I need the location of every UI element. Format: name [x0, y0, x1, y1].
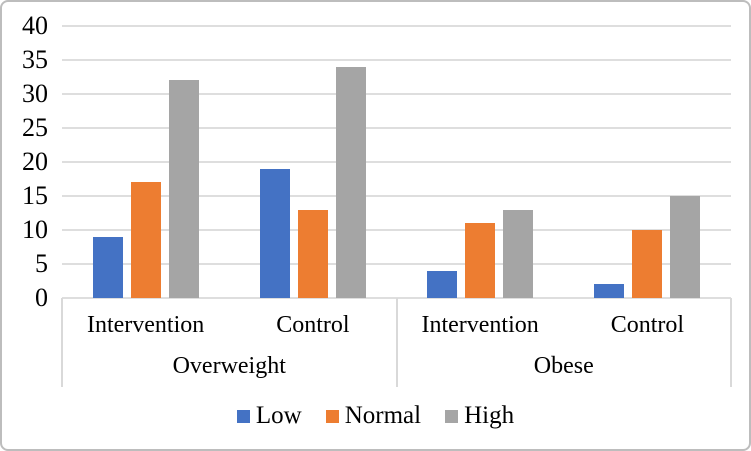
category-label: Control [610, 312, 685, 338]
legend-item-normal: Normal [325, 402, 422, 430]
gridline-35 [62, 59, 731, 61]
bar-low-slot1 [259, 168, 290, 298]
y-tick-label-5: 5 [35, 249, 48, 278]
axis-group-separator-0 [61, 298, 63, 387]
legend-swatch-low-icon [236, 409, 250, 423]
bar-low-slot2 [427, 270, 458, 298]
group-label: Overweight [172, 353, 286, 379]
bar-normal-slot2 [465, 223, 496, 298]
bar-low-slot3 [594, 284, 625, 298]
bar-normal-slot0 [130, 182, 161, 298]
bar-low-slot0 [92, 236, 123, 298]
legend-swatch-normal-icon [325, 409, 339, 423]
gridline-30 [62, 93, 731, 95]
chart-legend: Low Normal High [2, 402, 749, 430]
legend-label-low: Low [255, 402, 302, 429]
y-tick-label-20: 20 [22, 147, 48, 176]
legend-item-low: Low [236, 402, 302, 430]
gridline-40 [62, 25, 731, 27]
y-tick-label-40: 40 [22, 11, 48, 40]
category-label: Control [276, 312, 350, 338]
y-tick-label-0: 0 [35, 283, 48, 312]
legend-label-normal: Normal [344, 402, 422, 429]
bar-high-slot1 [335, 66, 366, 298]
axis-group-separator-2 [730, 298, 732, 387]
gridline-20 [62, 161, 731, 163]
y-tick-label-35: 35 [22, 45, 48, 74]
axis-group-separator-1 [395, 298, 398, 387]
bar-high-slot2 [503, 209, 534, 298]
y-tick-label-15: 15 [22, 181, 48, 210]
y-tick-label-10: 10 [22, 215, 48, 244]
gridline-15 [62, 195, 731, 197]
legend-label-high: High [464, 402, 515, 429]
bar-normal-slot1 [297, 209, 328, 298]
legend-item-high: High [445, 402, 514, 430]
bar-high-slot0 [168, 80, 199, 298]
y-tick-label-30: 30 [22, 79, 48, 108]
category-label: Intervention [421, 312, 539, 338]
gridline-10 [62, 229, 731, 231]
legend-swatch-high-icon [445, 409, 459, 423]
y-tick-label-25: 25 [22, 113, 48, 142]
bar-high-slot3 [670, 196, 701, 298]
group-label: Obese [533, 353, 594, 379]
category-label: Intervention [86, 312, 205, 338]
gridline-25 [62, 127, 731, 129]
gridline-5 [62, 263, 731, 265]
bar-normal-slot3 [632, 230, 663, 298]
